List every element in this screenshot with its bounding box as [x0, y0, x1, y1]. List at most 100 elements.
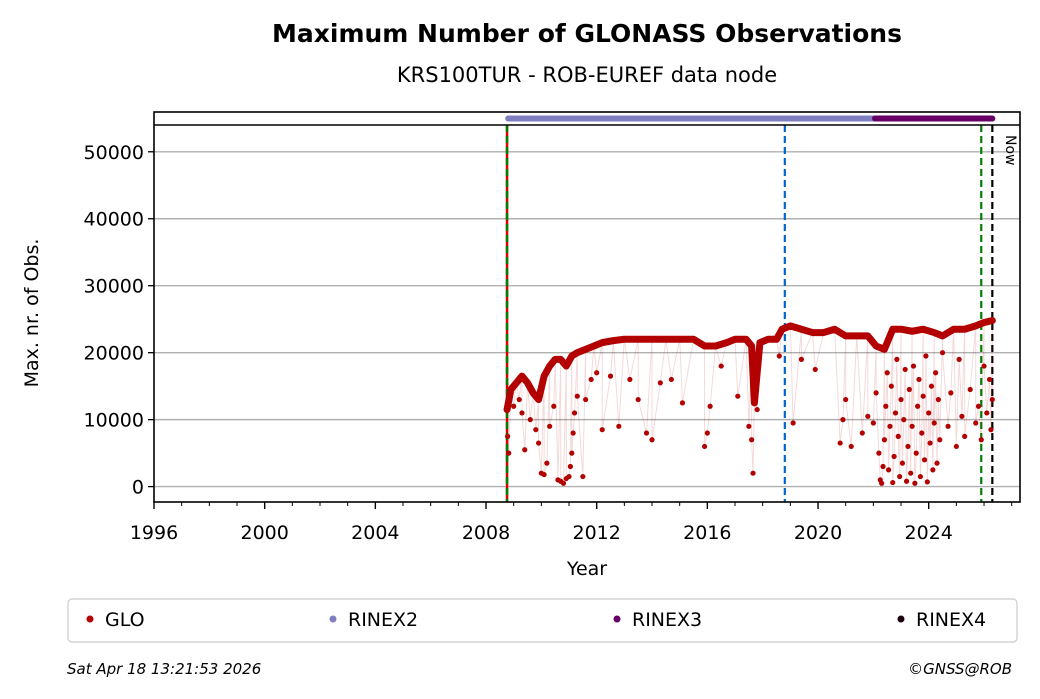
glo-point: [986, 376, 993, 383]
glo-point: [662, 336, 669, 343]
glo-point: [519, 410, 525, 416]
glo-point: [934, 460, 940, 466]
glo-point: [569, 450, 575, 456]
glo-point: [524, 379, 531, 386]
glo-point: [701, 443, 708, 450]
glo-point: [898, 326, 905, 333]
footer-timestamp: Sat Apr 18 13:21:53 2026: [67, 660, 261, 678]
glo-point: [879, 480, 885, 486]
glo-point: [798, 326, 805, 333]
glo-point: [906, 386, 912, 393]
glo-point: [899, 460, 906, 466]
glo-point: [956, 356, 962, 362]
glo-point: [892, 410, 899, 416]
glo-point: [798, 356, 805, 362]
x-tick-label: 2020: [794, 522, 842, 544]
glo-point: [909, 423, 915, 429]
glo-point: [560, 480, 567, 486]
glo-point: [779, 326, 786, 333]
glo-point: [557, 356, 564, 363]
glo-point: [939, 350, 946, 356]
glo-point: [895, 433, 901, 439]
glo-point: [516, 396, 522, 403]
glo-point: [533, 427, 539, 433]
glo-point: [580, 473, 586, 480]
glo-point: [933, 370, 939, 376]
footer-copyright: ©GNSS@ROB: [908, 660, 1012, 678]
glo-point: [924, 479, 930, 485]
glo-point: [563, 363, 570, 370]
y-tick-label: 10000: [84, 410, 144, 432]
glo-point: [718, 363, 724, 369]
glo-point: [812, 366, 818, 373]
glo-point: [967, 386, 973, 393]
glo-point: [945, 423, 951, 429]
glo-point: [547, 423, 553, 429]
glo-point: [616, 423, 622, 429]
legend-label-rinex3: RINEX3: [632, 609, 702, 631]
glo-point: [704, 430, 710, 436]
glo-point: [921, 457, 928, 463]
x-tick-label: 2004: [351, 522, 399, 544]
glo-point: [599, 427, 605, 433]
glo-point: [627, 376, 633, 383]
legend-marker-glo: [86, 615, 94, 623]
glo-point: [978, 437, 984, 443]
glo-point: [894, 356, 900, 362]
glo-point: [544, 460, 550, 466]
glo-point: [743, 336, 750, 343]
glo-point: [712, 342, 719, 349]
glo-point: [988, 427, 994, 433]
glo-point: [898, 396, 904, 403]
glo-point: [848, 443, 854, 450]
glo-point: [984, 410, 990, 416]
glo-point: [690, 336, 697, 343]
glo-point: [590, 342, 597, 349]
glo-point: [930, 467, 936, 473]
grid: [154, 151, 1020, 488]
glo-point: [973, 420, 979, 426]
glo-point: [880, 463, 886, 470]
glo-point: [570, 430, 576, 436]
legend: GLO RINEX2 RINEX3 RINEX4: [67, 598, 1018, 643]
glo-point: [926, 410, 932, 416]
glo-point: [885, 467, 892, 473]
glo-point: [939, 332, 946, 339]
glo-point: [888, 383, 894, 389]
glo-point: [837, 440, 843, 446]
legend-label-rinex2: RINEX2: [348, 609, 418, 631]
glo-point: [937, 437, 943, 443]
glo-point: [518, 373, 525, 380]
glo-point: [916, 376, 922, 383]
y-tick-label: 0: [132, 477, 144, 499]
glo-point: [649, 437, 655, 443]
glo-point: [541, 471, 547, 478]
glo-point: [809, 329, 816, 336]
glo-point: [876, 450, 882, 456]
legend-marker-rinex2: [329, 615, 337, 623]
y-tick-label: 40000: [84, 209, 144, 231]
glo-point: [506, 450, 512, 456]
glo-point: [981, 319, 988, 326]
y-tick-label: 30000: [84, 276, 144, 298]
legend-marker-rinex4: [897, 615, 905, 623]
glo-point: [583, 396, 589, 403]
glo-point: [909, 328, 916, 335]
glo-point: [927, 440, 933, 446]
glo-point: [917, 473, 923, 480]
legend-label-rinex4: RINEX4: [916, 609, 986, 631]
glo-point: [749, 437, 755, 443]
glo-point: [707, 403, 713, 409]
y-axis-label: Max. nr. of Obs.: [21, 239, 43, 388]
glo-point: [975, 403, 982, 409]
glo-point: [901, 417, 907, 423]
glo-point: [920, 393, 926, 399]
x-tick-label: 2016: [683, 522, 731, 544]
glo-point: [959, 413, 965, 419]
glo-point: [859, 430, 865, 436]
glo-point: [522, 447, 528, 453]
plot-frame: [153, 111, 1021, 503]
glo-point: [504, 406, 511, 413]
now-label: Now: [1002, 135, 1018, 166]
glo-point: [902, 366, 908, 373]
